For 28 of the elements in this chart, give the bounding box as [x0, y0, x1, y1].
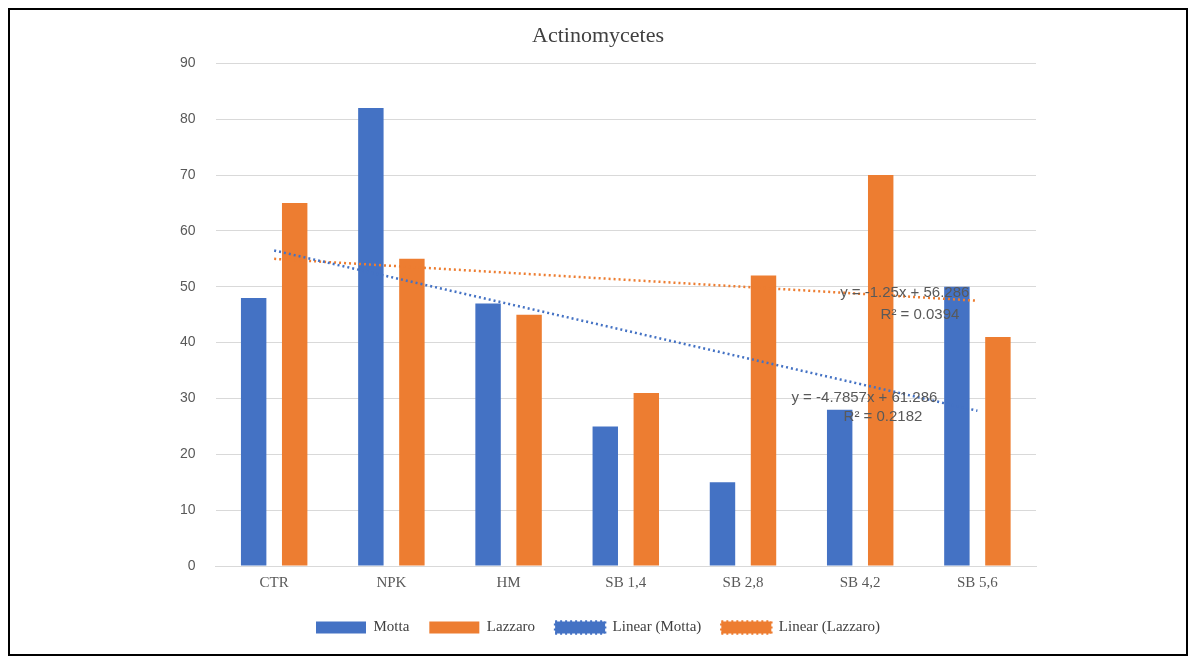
x-tick-label: SB 5,6 — [956, 573, 999, 590]
y-tick-label: 90 — [179, 54, 196, 71]
x-tick-label: NPK — [376, 573, 407, 590]
y-tick-label: 60 — [179, 221, 196, 238]
y-tick-label: 40 — [179, 333, 196, 350]
legend-label: Motta — [373, 618, 410, 635]
x-tick-label: SB 2,8 — [722, 573, 764, 590]
y-tick-label: 70 — [179, 165, 196, 182]
bar — [240, 297, 267, 566]
y-tick-label: 50 — [179, 277, 196, 294]
bar — [633, 392, 660, 566]
bar — [709, 482, 736, 566]
legend-label: Linear (Lazzaro) — [778, 618, 880, 636]
y-tick-label: 30 — [179, 389, 196, 406]
legend-label: Lazzaro — [486, 618, 536, 635]
x-tick-label: SB 4,2 — [839, 573, 881, 590]
bar — [985, 337, 1011, 566]
legend-label: Linear (Motta) — [612, 618, 702, 636]
x-tick-label: HM — [496, 573, 521, 590]
y-tick-label: 10 — [179, 501, 196, 518]
bar — [592, 426, 618, 566]
y-tick-label: 0 — [187, 556, 196, 573]
y-tick-label: 80 — [179, 110, 196, 127]
chart-title: Actinomycetes — [532, 21, 664, 47]
bar — [516, 314, 542, 566]
x-tick-label: CTR — [259, 573, 289, 590]
y-tick-label: 20 — [179, 445, 196, 462]
x-tick-label: SB 1,4 — [605, 573, 647, 590]
